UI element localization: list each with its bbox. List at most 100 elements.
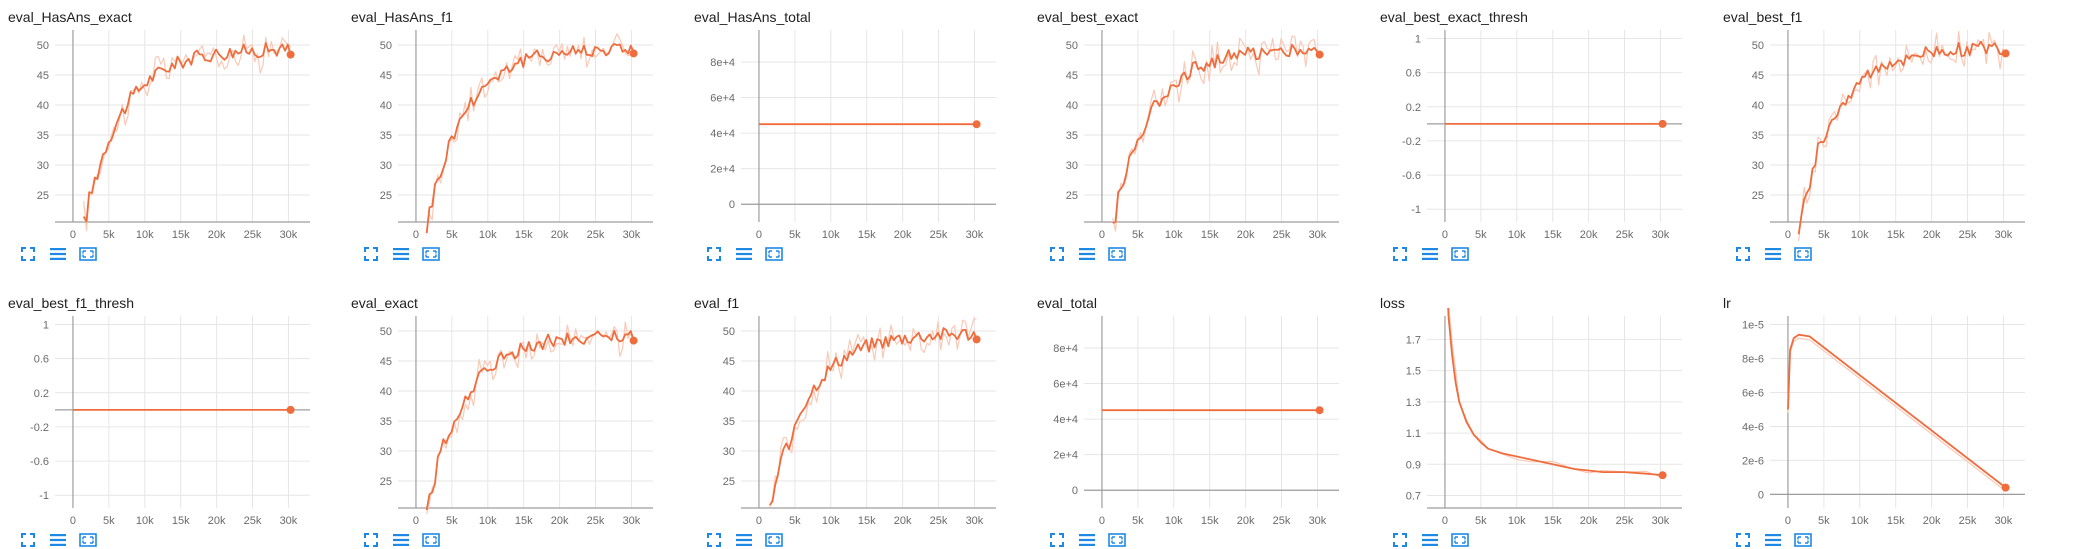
fullscreen-icon[interactable] [1390, 245, 1410, 263]
chart-plot[interactable]: 25 30 35 40 45 50 0 5k 10k 15k 20k 25k 30k [1715, 22, 2045, 244]
chart-svg[interactable]: 25 30 35 40 45 50 0 5k 10k 15k 20k 25k 30k [1715, 22, 2045, 244]
fullscreen-icon[interactable] [1047, 245, 1067, 263]
chart-plot[interactable]: 0.7 0.9 1.1 1.3 1.5 1.7 0 5k 10k 15k 20k 25k 30k [1372, 308, 1702, 530]
data-table-icon[interactable] [1077, 531, 1097, 549]
series-last-point[interactable] [1315, 50, 1324, 59]
chart-toolbar [1047, 245, 1127, 263]
chart-plot[interactable]: 25 30 35 40 45 50 0 5k 10k 15k 20k 25k 30k [1029, 22, 1359, 244]
series-smoothed-line [1797, 40, 2006, 235]
chart-svg[interactable]: 0 2e+4 4e+4 6e+4 8e+4 0 5k 10k 15k 20k 25k 30k [686, 22, 1016, 244]
x-tick-label: 0 [1099, 229, 1105, 241]
y-tick-label: 50 [1066, 40, 1078, 52]
y-tick-label: 45 [1752, 70, 1764, 82]
series-last-point[interactable] [1658, 119, 1667, 128]
fullscreen-icon[interactable] [704, 245, 724, 263]
fit-domain-icon[interactable] [421, 245, 441, 263]
chart-plot[interactable]: 25 30 35 40 45 50 0 5k 10k 15k 20k 25k 30k [343, 308, 673, 530]
x-tick-label: 0 [1099, 515, 1105, 527]
fullscreen-icon[interactable] [1733, 245, 1753, 263]
chart-svg[interactable]: 0.7 0.9 1.1 1.3 1.5 1.7 0 5k 10k 15k 20k 25k 30k [1372, 308, 1702, 530]
fullscreen-icon[interactable] [1390, 531, 1410, 549]
x-tick-label: 25k [244, 515, 262, 527]
x-tick-label: 10k [1508, 229, 1526, 241]
x-tick-label: 20k [1580, 229, 1598, 241]
fullscreen-icon[interactable] [1047, 531, 1067, 549]
chart-svg[interactable]: 25 30 35 40 45 50 0 5k 10k 15k 20k 25k 30k [1029, 22, 1359, 244]
chart-svg[interactable]: -1 -0.6 -0.2 0.2 0.6 1 0 5k 10k 15k 20k 25k 30k [1372, 22, 1702, 244]
chart-toolbar [1390, 531, 1470, 549]
fit-domain-icon[interactable] [1450, 245, 1470, 263]
chart-svg[interactable]: 25 30 35 40 45 50 0 5k 10k 15k 20k 25k 30k [0, 22, 330, 244]
fit-domain-icon[interactable] [764, 245, 784, 263]
x-tick-label: 15k [1887, 229, 1905, 241]
fullscreen-icon[interactable] [18, 531, 38, 549]
x-tick-label: 5k [1818, 229, 1830, 241]
x-tick-label: 20k [208, 229, 226, 241]
fit-domain-icon[interactable] [764, 531, 784, 549]
data-table-icon[interactable] [734, 531, 754, 549]
fit-domain-icon[interactable] [78, 245, 98, 263]
chart-svg[interactable]: 25 30 35 40 45 50 0 5k 10k 15k 20k 25k 30k [686, 308, 1016, 530]
series-last-point[interactable] [2001, 49, 2010, 58]
fullscreen-icon[interactable] [1733, 531, 1753, 549]
series-last-point[interactable] [286, 405, 295, 414]
fullscreen-icon[interactable] [18, 245, 38, 263]
series-last-point[interactable] [286, 50, 295, 59]
data-table-icon[interactable] [48, 245, 68, 263]
fit-domain-icon[interactable] [1107, 531, 1127, 549]
fit-domain-icon[interactable] [78, 531, 98, 549]
chart-card: eval_total 0 2e+4 4e+4 6e+4 8e+4 0 5k 10k 15k 20k 2… [1029, 286, 1359, 547]
chart-plot[interactable]: 0 2e-6 4e-6 6e-6 8e-6 1e-5 0 5k 10k 15k 20k 25k 30k [1715, 308, 2045, 530]
data-table-icon[interactable] [1420, 531, 1440, 549]
y-tick-label: 30 [37, 160, 49, 172]
fullscreen-icon[interactable] [704, 531, 724, 549]
series-last-point[interactable] [1315, 406, 1324, 415]
data-table-icon[interactable] [1763, 531, 1783, 549]
series-last-point[interactable] [629, 336, 638, 345]
chart-plot[interactable]: 0 2e+4 4e+4 6e+4 8e+4 0 5k 10k 15k 20k 25k 30k [1029, 308, 1359, 530]
chart-svg[interactable]: 0 2e+4 4e+4 6e+4 8e+4 0 5k 10k 15k 20k 25k 30k [1029, 308, 1359, 530]
chart-plot[interactable]: 25 30 35 40 45 50 0 5k 10k 15k 20k 25k 30k [343, 22, 673, 244]
x-tick-label: 25k [1616, 515, 1634, 527]
x-tick-label: 10k [822, 229, 840, 241]
fit-domain-icon[interactable] [421, 531, 441, 549]
series-last-point[interactable] [629, 49, 638, 58]
data-table-icon[interactable] [1077, 245, 1097, 263]
chart-svg[interactable]: -1 -0.6 -0.2 0.2 0.6 1 0 5k 10k 15k 20k 25k 30k [0, 308, 330, 530]
series-last-point[interactable] [2001, 483, 2010, 492]
chart-card: eval_HasAns_total 0 2e+4 4e+4 6e+4 8e+4 0 5k 10k… [686, 0, 1016, 261]
data-table-icon[interactable] [48, 531, 68, 549]
data-table-icon[interactable] [1763, 245, 1783, 263]
chart-title: eval_HasAns_total [694, 9, 811, 25]
series-last-point[interactable] [972, 120, 981, 129]
fit-domain-icon[interactable] [1793, 245, 1813, 263]
x-tick-label: 25k [244, 229, 262, 241]
fullscreen-icon[interactable] [361, 531, 381, 549]
fit-domain-icon[interactable] [1793, 531, 1813, 549]
series-last-point[interactable] [972, 335, 981, 344]
series-smoothed-line [425, 43, 635, 234]
chart-plot[interactable]: -1 -0.6 -0.2 0.2 0.6 1 0 5k 10k 15k 20k 25k 30k [1372, 22, 1702, 244]
chart-plot[interactable]: 0 2e+4 4e+4 6e+4 8e+4 0 5k 10k 15k 20k 25k 30k [686, 22, 1016, 244]
series-last-point[interactable] [1658, 471, 1667, 480]
fit-domain-icon[interactable] [1450, 531, 1470, 549]
chart-plot[interactable]: -1 -0.6 -0.2 0.2 0.6 1 0 5k 10k 15k 20k 25k 30k [0, 308, 330, 530]
data-table-icon[interactable] [391, 245, 411, 263]
y-tick-label: 2e+4 [710, 164, 735, 176]
chart-svg[interactable]: 0 2e-6 4e-6 6e-6 8e-6 1e-5 0 5k 10k 15k 20k 25k 30k [1715, 308, 2045, 530]
fullscreen-icon[interactable] [361, 245, 381, 263]
chart-plot[interactable]: 25 30 35 40 45 50 0 5k 10k 15k 20k 25k 30k [686, 308, 1016, 530]
y-tick-label: 0.2 [1406, 102, 1421, 114]
data-table-icon[interactable] [1420, 245, 1440, 263]
chart-svg[interactable]: 25 30 35 40 45 50 0 5k 10k 15k 20k 25k 30k [343, 308, 673, 530]
y-tick-label: 25 [1066, 190, 1078, 202]
y-tick-label: 45 [37, 70, 49, 82]
data-table-icon[interactable] [391, 531, 411, 549]
chart-svg[interactable]: 25 30 35 40 45 50 0 5k 10k 15k 20k 25k 30k [343, 22, 673, 244]
fit-domain-icon[interactable] [1107, 245, 1127, 263]
chart-card: eval_best_exact 25 30 35 40 45 50 0 5k 10k 15k 20k 2… [1029, 0, 1359, 261]
data-table-icon[interactable] [734, 245, 754, 263]
chart-plot[interactable]: 25 30 35 40 45 50 0 5k 10k 15k 20k 25k 30k [0, 22, 330, 244]
y-tick-label: 1.3 [1406, 397, 1421, 409]
y-tick-label: -0.6 [30, 456, 49, 468]
